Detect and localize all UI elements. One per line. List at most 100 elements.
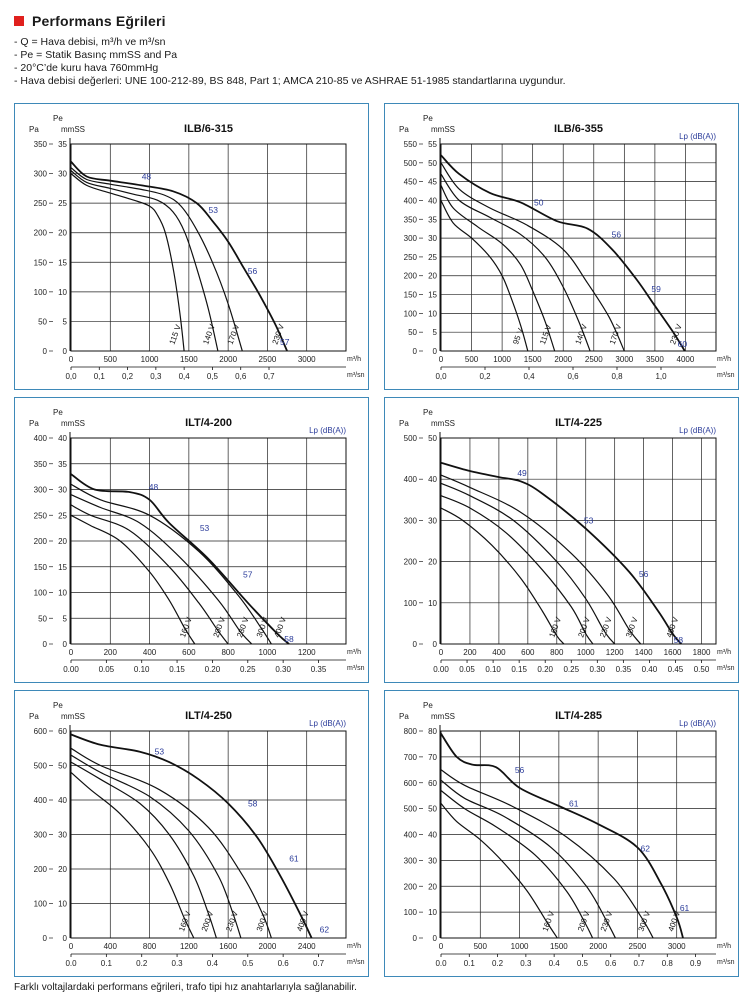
- mmss-tick-label: 30: [58, 170, 67, 179]
- lp-value-label: 57: [243, 569, 253, 579]
- x-tick-label: 1200: [606, 648, 624, 657]
- pa-tick-label: 500: [404, 805, 418, 814]
- lp-value-label: 53: [200, 523, 210, 533]
- x-tick-label: 3000: [668, 942, 686, 951]
- series-label: 160 V: [177, 909, 193, 932]
- mmss-tick-label: 60: [58, 727, 67, 736]
- series-curve: [440, 474, 642, 645]
- pa-tick-label: 400: [34, 434, 48, 443]
- lp-value-label: 61: [289, 854, 299, 864]
- series-curve: [440, 733, 684, 939]
- lp-axis-label: Lp (dB(A)): [309, 426, 346, 435]
- mmss-tick-label: 10: [58, 900, 67, 909]
- x2-tick-label: 0,6: [567, 372, 579, 381]
- x-tick-label: 4000: [677, 355, 695, 364]
- pa-tick-label: 500: [404, 159, 418, 168]
- lp-value-label: 58: [248, 798, 258, 808]
- x2-tick-label: 0.10: [485, 665, 501, 674]
- x-tick-label: 0: [69, 355, 74, 364]
- pa-label: Pa: [29, 712, 39, 721]
- pa-tick-label: 200: [404, 882, 418, 891]
- pa-tick-label: 350: [34, 460, 48, 469]
- x-tick-label: 1000: [141, 355, 159, 364]
- x2-unit-label: m³/sn: [717, 372, 735, 379]
- x-unit-label: m³/h: [347, 649, 361, 656]
- x-tick-label: 2000: [554, 355, 572, 364]
- pa-tick-label: 200: [34, 229, 48, 238]
- note-line: - 20°C’de kuru hava 760mmHg: [14, 62, 159, 74]
- chart-panel-ilt-4-200: Pe Pa mmSS ILT/4-200 Lp (dB(A)) 0 50 100 150 200 2…: [14, 397, 369, 683]
- mmss-tick-label: 45: [428, 178, 437, 187]
- x-tick-label: 800: [550, 648, 564, 657]
- x-tick-label: 500: [465, 355, 479, 364]
- pa-tick-label: 350: [34, 140, 48, 149]
- series-curve: [70, 483, 272, 645]
- x2-unit-label: m³/sn: [347, 372, 365, 379]
- x2-tick-label: 0.0: [65, 959, 77, 968]
- pa-tick-label: 400: [404, 831, 418, 840]
- mmss-tick-label: 15: [428, 291, 437, 300]
- x2-tick-label: 0,4: [179, 372, 191, 381]
- pa-tick-label: 500: [34, 762, 48, 771]
- x-tick-label: 1600: [664, 648, 682, 657]
- x-tick-label: 0: [439, 942, 444, 951]
- x-tick-label: 2400: [298, 942, 316, 951]
- mmss-label: mmSS: [61, 712, 85, 721]
- mmss-tick-label: 30: [58, 486, 67, 495]
- mmss-tick-label: 40: [58, 434, 67, 443]
- mmss-tick-label: 40: [58, 796, 67, 805]
- mmss-tick-label: 60: [428, 779, 437, 788]
- x2-tick-label: 0.50: [694, 665, 710, 674]
- x-unit-label: m³/h: [717, 649, 731, 656]
- series-curve: [70, 733, 313, 939]
- pa-tick-label: 350: [404, 215, 418, 224]
- pa-label: Pa: [29, 419, 39, 428]
- lp-value-label: 59: [651, 284, 661, 294]
- x2-tick-label: 0.00: [63, 665, 79, 674]
- x-tick-label: 1000: [577, 648, 595, 657]
- mmss-tick-label: 0: [433, 347, 438, 356]
- x2-tick-label: 0.6: [278, 959, 290, 968]
- series-curve: [70, 161, 288, 352]
- title-marker: [14, 16, 24, 26]
- mmss-tick-label: 5: [63, 317, 68, 326]
- series-curve: [70, 170, 219, 352]
- pe-label: Pe: [53, 408, 63, 417]
- x2-tick-label: 0.5: [242, 959, 254, 968]
- mmss-tick-label: 70: [428, 753, 437, 762]
- pa-tick-label: 200: [34, 865, 48, 874]
- x2-tick-label: 0.1: [464, 959, 476, 968]
- pe-label: Pe: [53, 701, 63, 710]
- pa-label: Pa: [399, 419, 409, 428]
- x-tick-label: 1200: [180, 942, 198, 951]
- x2-tick-label: 0,0: [435, 372, 447, 381]
- lp-value-label: 53: [584, 515, 594, 525]
- grid-group: [69, 725, 347, 939]
- x2-tick-label: 0.7: [633, 959, 645, 968]
- x2-tick-label: 0,4: [523, 372, 535, 381]
- series-curve: [440, 154, 686, 352]
- x2-tick-label: 0.4: [549, 959, 561, 968]
- x-unit-label: m³/h: [717, 356, 731, 363]
- x-tick-label: 600: [521, 648, 535, 657]
- pa-tick-label: 250: [404, 253, 418, 262]
- mmss-tick-label: 50: [428, 805, 437, 814]
- chart-title: ILT/4-225: [555, 417, 602, 429]
- mmss-label: mmSS: [61, 419, 85, 428]
- lp-value-label: 57: [280, 337, 290, 347]
- x2-tick-label: 0.30: [275, 665, 291, 674]
- series-curve: [440, 173, 591, 352]
- lp-value-label: 49: [517, 468, 527, 478]
- x2-tick-label: 0.3: [172, 959, 184, 968]
- pa-tick-label: 300: [404, 856, 418, 865]
- pe-label: Pe: [53, 114, 63, 123]
- x2-tick-label: 0.1: [101, 959, 113, 968]
- pa-tick-label: 400: [404, 475, 418, 484]
- pe-label: Pe: [423, 114, 433, 123]
- x2-tick-label: 0,5: [207, 372, 219, 381]
- mmss-tick-label: 20: [58, 865, 67, 874]
- pa-tick-label: 200: [34, 537, 48, 546]
- x2-unit-label: m³/sn: [717, 959, 735, 966]
